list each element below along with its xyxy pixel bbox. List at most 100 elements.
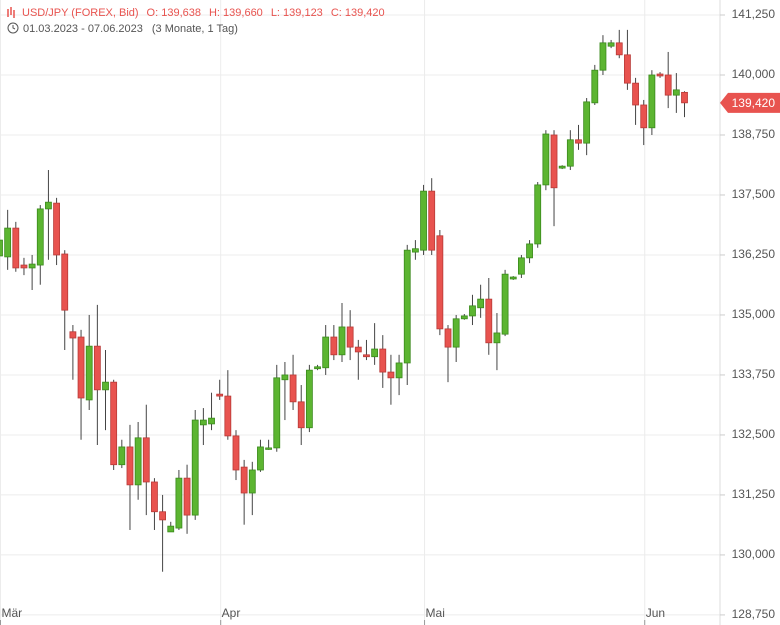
candle-body [297,401,305,429]
candle-body [615,42,623,56]
candle-body [322,336,330,369]
candle-body [566,139,574,167]
candle-body [477,298,485,309]
candle-body [102,381,109,391]
candle-body [672,89,680,96]
candle-body [420,190,427,251]
candle-body [583,101,591,144]
x-tick-label: Jun [646,606,665,620]
candle-body [681,91,688,104]
candle-body [485,298,493,344]
candle-body [216,393,224,397]
candle-body [444,328,452,348]
candle-body [338,326,346,356]
candle-body [232,435,240,471]
x-tick-label: Apr [222,606,241,620]
candle-body [208,417,215,425]
candle-body [314,366,321,370]
candle-body [93,345,101,391]
y-tick-label: 128,750 [732,607,776,621]
y-tick-label: 137,500 [732,187,776,201]
candle-body [387,371,395,379]
candle-body [110,381,118,466]
candle-body [20,264,28,269]
last-price-label: 139,420 [732,96,776,110]
candle-body [550,134,558,189]
candle-body [281,374,289,381]
y-tick-label: 132,500 [732,427,776,441]
candle-body [501,273,509,335]
candle-body [159,511,166,521]
candle-body [591,69,599,104]
candle-body [12,227,20,269]
candle-body [77,336,85,399]
candle-body [534,184,542,245]
last-price-tag [720,92,780,113]
candle-body [624,54,631,84]
candle-body [240,466,248,494]
candle-body [452,318,460,348]
candle-body [69,331,77,339]
candle-body [305,369,313,429]
candle-body [436,235,444,330]
candle-body [61,253,69,311]
candle-body [134,437,142,486]
candle-body [607,42,615,47]
ohlc-label: O: 139,638 [147,7,201,19]
candle-body [542,133,550,186]
ohlc-label: L: 139,123 [271,7,323,19]
candle-body [371,348,379,358]
candle-body [248,469,256,494]
candle-body [224,395,232,437]
candle-body [167,525,175,533]
candle-body [53,202,60,256]
candle-body [175,477,183,529]
candle-body [575,139,582,144]
candle-body [126,446,134,486]
candle-body [85,345,93,401]
candle-body [363,354,370,358]
y-tick-label: 130,000 [732,547,776,561]
candle-body [526,243,533,259]
candle-body [289,374,297,403]
candle-body [354,346,362,353]
period: (3 Monate, 1 Tag) [152,23,238,35]
candle-body [118,446,126,466]
candle-body [191,419,199,516]
y-tick-label: 136,250 [732,247,776,261]
candle-body [493,332,501,344]
candle-body [257,446,264,471]
chart-icon [7,7,15,18]
y-tick-label: 141,250 [732,7,776,21]
candle-body [632,82,639,106]
candle-body [330,336,338,356]
candle-body [664,74,672,96]
candle-body [346,326,354,348]
x-tick-label: Mär [2,606,23,620]
candle-body [411,248,419,253]
candle-body [558,165,566,169]
candle-body [403,249,411,364]
candle-body [4,227,12,258]
candle-body [509,276,517,280]
candle-body [460,315,468,320]
y-tick-label: 138,750 [732,127,776,141]
candle-body [656,73,664,77]
candle-body [151,481,158,513]
candle-body [428,190,436,251]
candle-body [518,257,525,275]
candle-body [648,74,656,129]
candle-body [28,263,36,269]
candle-body [142,437,150,483]
candle-body [183,477,191,516]
clock-icon [7,22,19,34]
candle-body [265,447,273,450]
chart-title: USD/JPY (FOREX, Bid) [22,7,139,19]
y-tick-label: 131,250 [732,487,776,501]
ohlc-label: H: 139,660 [209,7,263,19]
candle-body [379,348,387,373]
candle-body [395,362,403,379]
x-tick-label: Mai [426,606,445,620]
header: USD/JPY (FOREX, Bid) 01.03.2023 - 07.06.… [7,7,238,35]
